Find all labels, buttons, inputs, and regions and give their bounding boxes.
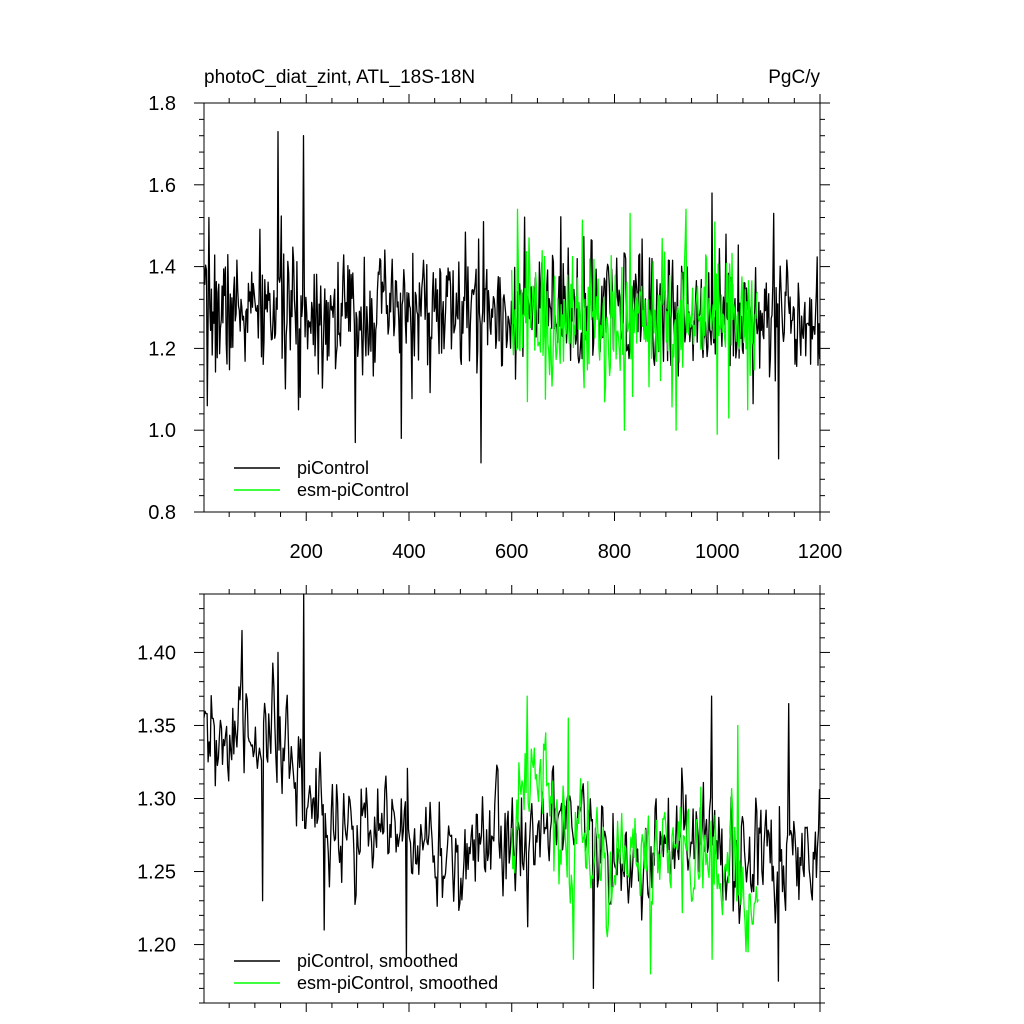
legend-label-esm-picontrol-smoothed: esm-piControl, smoothed [297,973,498,993]
bottom-legend: piControl, smoothed esm-piControl, smoot… [234,951,498,993]
y-tick-label: 1.35 [137,715,176,737]
top-chart-title: photoC_diat_zint, ATL_18S-18N [204,67,475,88]
x-tick-label: 200 [290,541,323,563]
y-tick-label: 1.0 [148,420,176,442]
top-legend: piControl esm-piControl [234,458,409,500]
y-tick-label: 1.2 [148,338,176,360]
top-axis-ticks: 200 400 600 800 1000 1200 0.8 1.0 1.2 1.4 1.6 1.8 [148,93,842,563]
bottom-series-group [203,593,821,990]
series-line-esm-picontrol-smoothed [511,695,759,975]
y-tick-label: 1.6 [148,175,176,197]
y-tick-label: 1.4 [148,257,176,279]
top-panel: photoC_diat_zint, ATL_18S-18N PgC/y 200 4… [148,67,842,563]
series-line-esm-picontrol [511,208,759,435]
y-tick-label: 1.20 [137,935,176,957]
x-tick-label: 1200 [798,541,843,563]
y-tick-label: 1.40 [137,642,176,664]
x-tick-label: 800 [598,541,631,563]
x-tick-label: 1000 [695,541,740,563]
legend-label-picontrol: piControl [297,458,369,478]
top-plot-frame [203,102,821,513]
top-chart-units: PgC/y [768,67,820,88]
y-tick-label: 1.30 [137,789,176,811]
legend-label-picontrol-smoothed: piControl, smoothed [297,951,458,971]
x-tick-label: 600 [495,541,528,563]
bottom-axis-ticks: 1.20 1.25 1.30 1.35 1.40 [137,585,830,1012]
series-line-picontrol-smoothed [203,593,821,990]
y-tick-label: 1.25 [137,862,176,884]
y-tick-label: 0.8 [148,502,176,524]
top-series-group [203,130,821,464]
legend-label-esm-picontrol: esm-piControl [297,480,409,500]
bottom-panel: 1.20 1.25 1.30 1.35 1.40 piControl, smoothed… [137,585,830,1012]
bottom-plot-frame [203,593,821,1004]
y-tick-label: 1.8 [148,93,176,115]
x-tick-label: 400 [392,541,425,563]
